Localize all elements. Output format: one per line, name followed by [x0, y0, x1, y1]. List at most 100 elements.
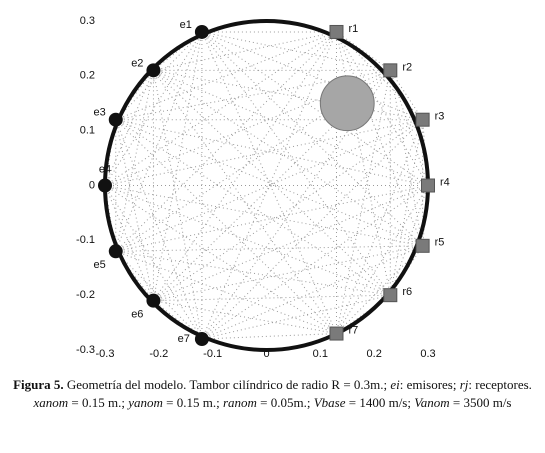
point-label: r6: [402, 286, 412, 298]
point-label: r3: [435, 111, 445, 123]
ray: [153, 69, 423, 121]
caption-part: yanom: [128, 395, 163, 410]
ray: [115, 250, 203, 340]
x-tick-label: 0.1: [313, 348, 328, 360]
ray: [201, 119, 423, 340]
emitter: [108, 244, 123, 259]
caption-part: ranom: [222, 395, 257, 410]
ray: [104, 70, 154, 186]
y-tick-label: -0.3: [76, 344, 95, 356]
receiver: [329, 24, 344, 39]
caption-part: Geometría del modelo. Tambor cilíndrico …: [63, 377, 391, 392]
point-label: r7: [348, 324, 358, 336]
ray: [115, 31, 337, 121]
y-tick-label: 0.3: [80, 15, 95, 27]
point-label: e3: [94, 107, 106, 119]
ray: [153, 185, 429, 302]
x-tick-label: 0: [263, 348, 269, 360]
ray: [153, 300, 337, 335]
point-label: r2: [402, 61, 412, 73]
ray: [115, 119, 154, 301]
ray: [336, 31, 424, 247]
caption-part: = 0.05m.;: [256, 395, 314, 410]
caption-part: = 3500 m/s: [449, 395, 512, 410]
ray: [389, 119, 424, 296]
ray: [152, 31, 203, 301]
point-label: e5: [94, 259, 106, 271]
chart: -0.3 -0.2 -0.1 0 0.1 0.2 0.3 -0.3 -0.2 -0.1 0 0.1 0.…: [76, 15, 450, 360]
emitter: [194, 24, 209, 39]
ray: [153, 69, 391, 296]
point-label: r4: [440, 176, 450, 188]
emitter: [98, 178, 112, 193]
point-label: e6: [131, 309, 143, 321]
x-tick-label: 0.2: [367, 348, 382, 360]
x-tick-label: -0.3: [96, 348, 115, 360]
ray: [201, 31, 391, 296]
receiver: [415, 238, 430, 253]
ray: [153, 294, 391, 302]
x-tick-label: 0.3: [420, 348, 435, 360]
ray: [115, 119, 203, 340]
caption-part: = 1400 m/s;: [345, 395, 415, 410]
caption-part: Vanom: [414, 395, 450, 410]
x-tick-label: -0.2: [149, 348, 168, 360]
ray: [104, 185, 337, 334]
emitter: [108, 112, 123, 127]
y-tick-label: 0.1: [80, 125, 95, 137]
ray: [115, 245, 423, 252]
ray: [115, 69, 391, 252]
caption-part: : receptores.: [468, 377, 536, 392]
ray: [115, 70, 154, 252]
point-label: e7: [178, 333, 190, 345]
caption-part: : emisores;: [399, 377, 460, 392]
ray: [336, 119, 424, 334]
ray: [201, 333, 337, 340]
ray: [201, 294, 391, 340]
ray: [153, 31, 337, 301]
ray: [201, 31, 429, 186]
ray: [389, 70, 424, 120]
receiver: [383, 63, 398, 78]
ray: [201, 31, 423, 247]
caption-part: xanom: [33, 395, 69, 410]
y-tick-label: -0.1: [76, 234, 95, 246]
caption-part: = 0.15 m.;: [68, 395, 129, 410]
ray: [153, 70, 337, 334]
ray: [104, 185, 154, 301]
ray: [153, 119, 423, 302]
caption-part: Figura 5.: [13, 377, 64, 392]
ray: [115, 31, 203, 252]
y-tick-label: -0.2: [76, 289, 95, 301]
point-label: e1: [180, 19, 192, 31]
x-tick-label: -0.1: [203, 348, 222, 360]
ray: [152, 70, 203, 340]
caption-part: = 0.15 m.;: [162, 395, 223, 410]
ray: [115, 250, 337, 335]
emitter: [146, 63, 161, 78]
y-tick-label: 0: [89, 179, 95, 191]
caption: Figura 5. Geometría del modelo. Tambor c…: [10, 376, 535, 412]
anomaly: [319, 75, 375, 132]
ray: [201, 31, 337, 334]
receiver: [421, 178, 435, 193]
ray: [153, 69, 429, 186]
point-label: e2: [131, 57, 143, 69]
ray: [115, 250, 391, 296]
rays: [104, 31, 429, 340]
ray: [389, 185, 429, 296]
y-tick-label: 0.2: [80, 70, 95, 82]
ray: [336, 185, 429, 334]
ray: [201, 70, 391, 340]
point-label: e4: [99, 163, 111, 175]
caption-part: ei: [390, 377, 400, 392]
ray: [201, 31, 391, 71]
emitter: [146, 293, 161, 308]
caption-part: Vbase: [313, 395, 346, 410]
ray: [115, 31, 203, 121]
ray: [153, 31, 337, 71]
receiver: [383, 288, 398, 303]
receiver: [415, 112, 430, 127]
receiver: [329, 326, 344, 341]
